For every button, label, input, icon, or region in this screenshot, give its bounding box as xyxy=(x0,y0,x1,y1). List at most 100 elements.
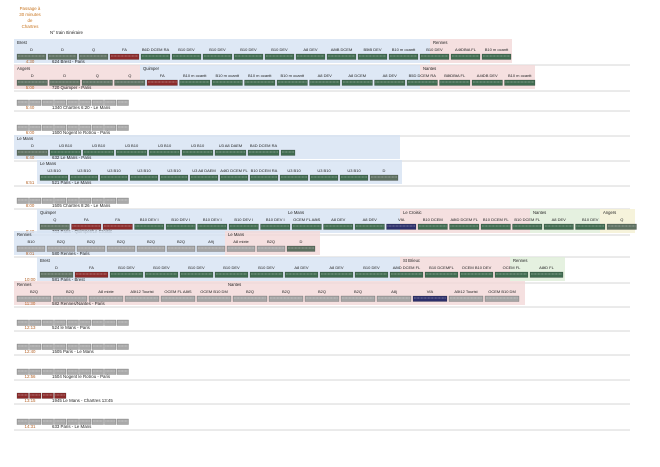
train-car xyxy=(41,197,54,204)
train-car xyxy=(66,124,79,131)
car-label: B10 m ocantt xyxy=(508,73,532,78)
train-car xyxy=(71,223,102,230)
train-car xyxy=(41,368,54,375)
train-car xyxy=(417,223,448,230)
car-label: B10 DCEM RA xyxy=(251,168,278,173)
zone-label: Rennes xyxy=(513,258,527,263)
car-label: D xyxy=(30,47,33,52)
car-label: Q xyxy=(53,217,56,222)
train-car xyxy=(39,223,70,230)
car-label: A8 DEV xyxy=(303,47,318,52)
train-car xyxy=(41,343,54,350)
train-car xyxy=(88,295,124,302)
train-car xyxy=(219,174,249,181)
train-car xyxy=(146,79,178,86)
car-label: U3 B10 xyxy=(59,143,73,148)
car-label: A8tD DCEM FL xyxy=(450,217,478,222)
zone-label: Le Croisic xyxy=(403,210,422,215)
train-car xyxy=(66,99,79,106)
car-label: VfA xyxy=(427,289,434,294)
train-car xyxy=(79,197,92,204)
train-car xyxy=(29,368,42,375)
zone-label: St Brieuc xyxy=(403,258,420,263)
car-label: B10 DEV xyxy=(153,265,170,270)
car-label: A8 DEV xyxy=(363,217,378,222)
car-label: Q xyxy=(96,73,99,78)
departure-time: 12:13 xyxy=(25,325,37,330)
train-car xyxy=(309,174,339,181)
train-car xyxy=(47,53,78,60)
train-car xyxy=(148,149,181,156)
train-car xyxy=(504,79,536,86)
train-car xyxy=(29,343,42,350)
train-car xyxy=(41,392,54,399)
train-car xyxy=(16,53,47,60)
train-car xyxy=(166,245,196,252)
car-label: B10 DEV xyxy=(118,265,135,270)
train-car xyxy=(529,271,564,278)
train-car xyxy=(228,223,259,230)
train-car xyxy=(91,418,104,425)
car-label: FA xyxy=(160,73,165,78)
train-car xyxy=(357,53,388,60)
train-car xyxy=(354,223,385,230)
train-car xyxy=(29,418,42,425)
train-car xyxy=(144,271,179,278)
train-car xyxy=(459,271,494,278)
car-label: B2Q xyxy=(30,289,38,294)
car-label: B10 m ocantt xyxy=(280,73,304,78)
train-car xyxy=(41,99,54,106)
train-car xyxy=(29,99,42,106)
train-car xyxy=(124,295,160,302)
train-car xyxy=(16,368,29,375)
train-car xyxy=(260,223,291,230)
zone-label: Nantes xyxy=(228,282,241,287)
train-car xyxy=(171,53,202,60)
train-car xyxy=(249,174,279,181)
train-car xyxy=(104,418,117,425)
car-label: B10 DEV xyxy=(240,47,257,52)
train-car xyxy=(49,149,82,156)
train-car xyxy=(39,174,69,181)
car-label: Q xyxy=(620,217,623,222)
train-car xyxy=(116,124,129,131)
train-car xyxy=(91,343,104,350)
train-itinerary: 580 Rennes - Paris xyxy=(52,251,90,256)
departure-time: 14:31 xyxy=(25,424,37,429)
car-label: OCEM FL A8tS xyxy=(164,289,192,294)
train-car xyxy=(39,271,74,278)
zone-label: Nantes xyxy=(423,66,436,71)
departure-time: 4:30 xyxy=(26,59,35,64)
train-car xyxy=(276,79,308,86)
car-label: B10 DEV xyxy=(223,265,240,270)
train-car xyxy=(54,319,67,326)
train-car xyxy=(54,99,67,106)
train-car xyxy=(41,418,54,425)
departure-time: 5:40 xyxy=(26,105,35,110)
car-label: A8 DEV xyxy=(383,73,398,78)
train-car xyxy=(374,79,406,86)
train-car xyxy=(79,319,92,326)
car-label: A8 DEV xyxy=(329,265,344,270)
departure-time: 12:56 xyxy=(25,374,37,379)
train-car xyxy=(66,343,79,350)
train-car xyxy=(54,197,67,204)
train-car xyxy=(388,53,419,60)
train-car xyxy=(376,295,412,302)
train-car xyxy=(54,124,67,131)
train-itinerary: 582 Rennes/Nantes - Paris xyxy=(52,301,106,306)
train-car xyxy=(202,53,233,60)
train-car xyxy=(49,79,81,86)
train-car xyxy=(134,223,165,230)
car-label: A8 DEV xyxy=(552,217,567,222)
zone-label: Angers xyxy=(17,66,30,71)
header-title: Chartres xyxy=(22,24,40,29)
train-car xyxy=(354,271,389,278)
departure-time: 11:30 xyxy=(25,301,36,306)
car-label: B10 DEV xyxy=(188,265,205,270)
train-car xyxy=(214,271,249,278)
car-label: B10 DEV xyxy=(178,47,195,52)
car-label: B10 DEV xyxy=(426,47,443,52)
train-car xyxy=(424,271,459,278)
train-car xyxy=(54,343,67,350)
